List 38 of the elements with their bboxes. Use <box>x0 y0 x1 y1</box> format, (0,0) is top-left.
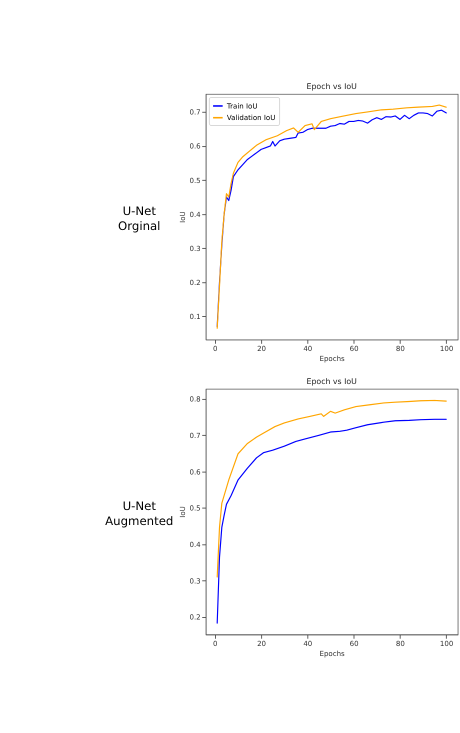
x-tick-label: 40 <box>303 638 312 648</box>
x-tick-label: 80 <box>396 638 405 648</box>
y-tick-label: 0.7 <box>189 431 201 440</box>
y-tick-label: 0.1 <box>189 312 201 322</box>
y-tick-label: 0.4 <box>189 540 202 550</box>
x-axis-title: Epochs <box>319 354 346 364</box>
x-tick-label: 40 <box>303 344 312 353</box>
x-tick-label: 100 <box>440 638 454 648</box>
legend-label: Validation IoU <box>226 113 276 122</box>
y-tick-label: 0.2 <box>189 612 201 622</box>
chart-title: Epoch vs IoU <box>306 82 358 92</box>
x-tick-label: 80 <box>396 344 405 353</box>
x-tick-label: 60 <box>350 344 359 353</box>
y-axis-title: IoU <box>178 211 187 223</box>
y-tick-label: 0.8 <box>189 394 201 404</box>
y-tick-label: 0.5 <box>189 176 201 185</box>
y-tick-label: 0.3 <box>189 576 201 586</box>
y-tick-label: 0.3 <box>189 244 201 253</box>
y-tick-label: 0.6 <box>189 142 202 151</box>
x-tick-label: 20 <box>257 638 266 648</box>
x-tick-label: 100 <box>440 344 454 353</box>
chart-title: Epoch vs IoU <box>306 377 358 386</box>
x-tick-label: 60 <box>350 638 359 648</box>
x-tick-label: 0 <box>213 344 218 353</box>
x-tick-label: 20 <box>257 344 266 353</box>
y-tick-label: 0.2 <box>189 278 201 287</box>
text: U-Net Orginal <box>118 204 160 233</box>
y-tick-label: 0.4 <box>189 210 202 219</box>
x-tick-label: 0 <box>213 638 218 648</box>
line-series <box>216 418 447 624</box>
text: U-Net Augmented <box>105 499 174 528</box>
x-axis-title: Epochs <box>319 648 346 658</box>
y-tick-label: 0.7 <box>189 108 201 117</box>
y-axis-title: IoU <box>178 506 187 518</box>
legend-label: Train IoU <box>226 101 258 110</box>
line-series <box>216 400 447 578</box>
y-tick-label: 0.5 <box>189 504 201 513</box>
y-tick-label: 0.6 <box>189 467 202 476</box>
